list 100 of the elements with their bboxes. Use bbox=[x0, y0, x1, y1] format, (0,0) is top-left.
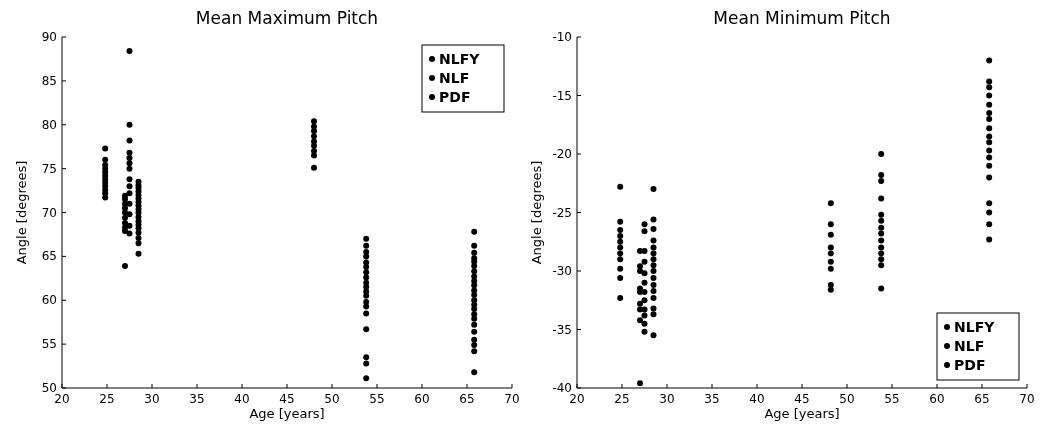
point bbox=[641, 289, 648, 296]
point bbox=[641, 248, 648, 255]
point bbox=[126, 165, 133, 172]
point bbox=[122, 214, 128, 221]
y-tick-label: 90 bbox=[41, 30, 57, 44]
point bbox=[878, 285, 885, 292]
point bbox=[471, 369, 478, 376]
point bbox=[617, 183, 624, 190]
point bbox=[122, 263, 128, 270]
point bbox=[986, 57, 993, 64]
point bbox=[641, 328, 648, 335]
y-tick-label: -30 bbox=[552, 264, 572, 278]
chart-title: Mean Maximum Pitch bbox=[195, 8, 379, 28]
point bbox=[986, 78, 993, 85]
point bbox=[637, 289, 643, 296]
point bbox=[311, 142, 317, 149]
point bbox=[878, 172, 885, 179]
point bbox=[827, 231, 834, 238]
y-tick-label: -15 bbox=[552, 88, 572, 103]
point bbox=[986, 101, 993, 108]
point bbox=[311, 133, 317, 140]
point bbox=[363, 303, 370, 310]
point bbox=[650, 250, 657, 257]
point bbox=[126, 137, 133, 144]
legend-label: PDF bbox=[954, 357, 986, 373]
point bbox=[363, 326, 370, 333]
y-tick-label: 80 bbox=[41, 117, 57, 132]
point bbox=[471, 282, 478, 289]
x-tick-label: 60 bbox=[929, 392, 945, 406]
point bbox=[878, 250, 885, 257]
point bbox=[363, 253, 370, 260]
legend-label: NLF bbox=[954, 338, 985, 354]
point bbox=[471, 321, 478, 328]
point bbox=[878, 244, 885, 251]
point bbox=[471, 228, 478, 235]
x-tick-label: 60 bbox=[414, 392, 430, 406]
point bbox=[617, 227, 624, 234]
point bbox=[986, 200, 993, 207]
point bbox=[650, 225, 657, 232]
point bbox=[641, 221, 648, 228]
point bbox=[986, 236, 993, 243]
point bbox=[311, 152, 317, 159]
y-tick-label: 70 bbox=[41, 205, 57, 220]
point bbox=[363, 284, 370, 291]
point bbox=[471, 336, 478, 343]
point bbox=[986, 154, 993, 161]
point bbox=[102, 194, 109, 201]
point bbox=[617, 275, 624, 282]
point bbox=[827, 258, 834, 265]
legend-label: PDF bbox=[439, 89, 471, 105]
point bbox=[617, 218, 624, 225]
point bbox=[878, 151, 885, 157]
point bbox=[471, 306, 478, 313]
point bbox=[650, 186, 657, 193]
point bbox=[641, 270, 648, 277]
point bbox=[363, 235, 370, 242]
point bbox=[135, 240, 142, 247]
y-tick-label: 75 bbox=[41, 161, 57, 176]
point bbox=[311, 118, 317, 125]
point bbox=[878, 256, 885, 263]
point bbox=[126, 211, 133, 218]
point bbox=[827, 282, 834, 289]
point bbox=[986, 221, 993, 228]
point bbox=[102, 190, 109, 197]
x-axis-title: Age [years] bbox=[249, 406, 325, 421]
point bbox=[363, 242, 370, 249]
x-tick-label: 70 bbox=[504, 392, 520, 406]
point bbox=[363, 360, 370, 367]
point bbox=[878, 195, 885, 202]
point bbox=[471, 249, 478, 256]
point bbox=[471, 328, 478, 335]
point bbox=[363, 274, 370, 281]
point bbox=[126, 230, 133, 237]
point bbox=[986, 209, 993, 216]
point bbox=[617, 256, 624, 263]
x-tick-label: 70 bbox=[1019, 392, 1035, 406]
x-tick-label: 20 bbox=[569, 392, 585, 406]
point bbox=[650, 275, 657, 282]
point bbox=[641, 258, 648, 265]
point bbox=[641, 320, 648, 327]
x-tick-label: 35 bbox=[189, 392, 205, 406]
y-axis-title: Angle [degrees] bbox=[14, 160, 29, 265]
x-axis-title: Age [years] bbox=[764, 406, 840, 421]
point bbox=[126, 190, 133, 197]
y-tick-label: 55 bbox=[41, 337, 57, 352]
point bbox=[650, 282, 657, 289]
x-tick-label: 30 bbox=[144, 392, 160, 406]
point bbox=[986, 115, 993, 122]
point bbox=[827, 286, 834, 293]
x-tick-label: 65 bbox=[459, 392, 475, 406]
point bbox=[878, 224, 885, 231]
point bbox=[363, 269, 370, 276]
point bbox=[986, 133, 993, 140]
point bbox=[126, 200, 133, 207]
point bbox=[878, 177, 885, 184]
point bbox=[135, 250, 142, 257]
point bbox=[637, 300, 643, 307]
x-tick-label: 35 bbox=[704, 392, 720, 406]
point bbox=[637, 380, 643, 387]
x-tick-label: 40 bbox=[234, 392, 250, 406]
